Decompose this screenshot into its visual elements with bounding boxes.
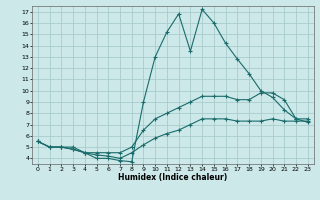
X-axis label: Humidex (Indice chaleur): Humidex (Indice chaleur) (118, 173, 228, 182)
